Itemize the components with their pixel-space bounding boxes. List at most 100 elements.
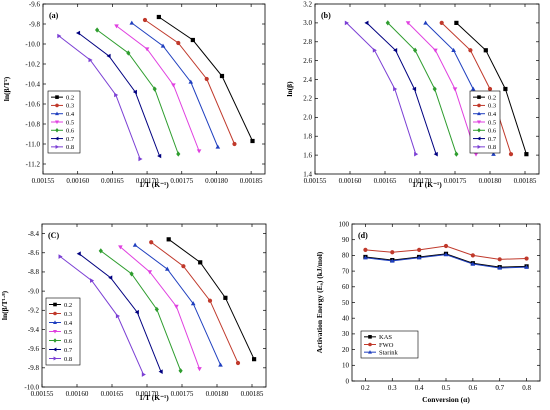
legend-item: KAS [364,334,392,341]
legend-marker [55,144,60,149]
data-point [483,48,488,53]
legend-label: 0.2 [66,94,74,101]
legend-item: 0.8 [51,144,74,151]
data-point [524,152,529,157]
legend-item: 0.8 [49,356,72,363]
legend-label: 0.4 [488,111,497,118]
legend-item: 0.3 [473,103,496,110]
x-tick-label: 0.00170 [136,177,159,185]
series-line [120,246,200,369]
data-point [108,275,113,281]
x-axis-title: Conversion (α) [422,395,470,404]
series-0.7 [75,30,162,159]
chart-panel-d: 0.2 0.3 0.4 0.5 0.6 0.7 0.8 0 10 20 30 40 50 60 70 80 90… [315,220,541,404]
y-tick-label: -11.2 [26,160,41,168]
data-point [219,73,225,79]
legend-marker [53,320,57,324]
series-0.2 [156,14,255,144]
legend-label: 0.4 [66,111,75,118]
series-0.6 [385,20,459,157]
series-line [131,22,219,148]
y-tick-label: 1.4 [303,170,312,178]
data-point [389,258,395,263]
legend-item: 0.7 [49,347,73,354]
y-tick-label: 60 [342,283,350,291]
data-point [470,86,476,91]
panel-label: (d) [358,231,368,240]
data-point [524,256,529,261]
data-point [174,304,179,309]
legend-label: 0.4 [64,320,73,327]
legend: 0.20.30.40.50.60.70.8 [45,297,81,366]
data-point [75,30,81,36]
y-tick-label: -10.2 [25,60,40,68]
series-0.3 [142,17,237,147]
x-tick-label: 0.00160 [339,177,362,185]
data-point [98,248,103,254]
legend-item: FWO [364,342,394,349]
series-line [407,22,477,155]
series-0.3 [439,20,514,157]
x-tick-label: 0.00185 [514,177,537,185]
data-point [417,247,422,253]
x-tick-label: 0.00180 [479,177,502,185]
x-tick-label: 0.00185 [240,177,263,185]
y-axis-title: ln(β/T¹·⁸) [0,290,9,320]
legend-label: KAS [379,334,392,341]
y-tick-label: 40 [342,315,350,323]
legend-label: 0.7 [488,136,497,143]
data-point [468,48,473,53]
data-point [90,278,95,283]
series-0.2 [454,20,529,157]
series-line [78,32,161,157]
x-tick-label: 0.8 [522,384,531,392]
legend-marker [477,144,482,149]
x-tick-label: 0.00160 [66,177,89,185]
series-line [58,35,141,160]
y-tick-label: -8.8 [28,268,40,276]
x-tick-label: 0.00170 [136,390,159,398]
x-tick-label: 0.00175 [171,390,194,398]
series-Starink [363,252,529,270]
data-point [197,367,202,372]
data-point [223,295,228,300]
data-point [144,47,150,52]
data-point [190,37,195,43]
x-tick-label: 0.00165 [101,390,124,398]
data-point [503,86,508,92]
chart-panel-a: 0.00155 0.00160 0.00165 0.00170 0.00175 0.001… [2,0,266,189]
legend-item: 0.2 [473,94,496,101]
series-FWO [363,243,529,262]
data-point [473,152,479,157]
data-point [188,79,194,84]
series-line [78,253,162,372]
data-point [190,301,196,306]
legend-marker [368,350,372,354]
data-point [443,243,449,249]
y-tick-label: 100 [339,220,350,228]
data-point [88,57,93,63]
series-line [59,256,144,375]
data-point [129,20,135,25]
series-0.8 [57,33,143,162]
legend-label: 0.5 [64,329,72,336]
data-point [207,298,213,303]
data-point [470,261,476,266]
x-tick-label: 0.00175 [444,177,467,185]
data-point [176,151,181,157]
legend-marker [477,103,481,108]
data-point [58,254,63,259]
series-0.2 [166,237,257,362]
y-tick-label: 3.0 [303,19,312,27]
legend-marker [477,95,481,99]
y-tick-label: 1.8 [303,133,312,141]
plot-frame [42,3,266,175]
data-point [142,17,148,23]
series-line [100,250,182,371]
x-tick-label: 0.00185 [241,390,264,398]
legend: 0.20.30.40.50.60.70.8 [47,90,81,154]
legend-item: 0.6 [49,338,73,345]
legend-item: 0.5 [51,119,74,126]
data-point [414,151,419,157]
